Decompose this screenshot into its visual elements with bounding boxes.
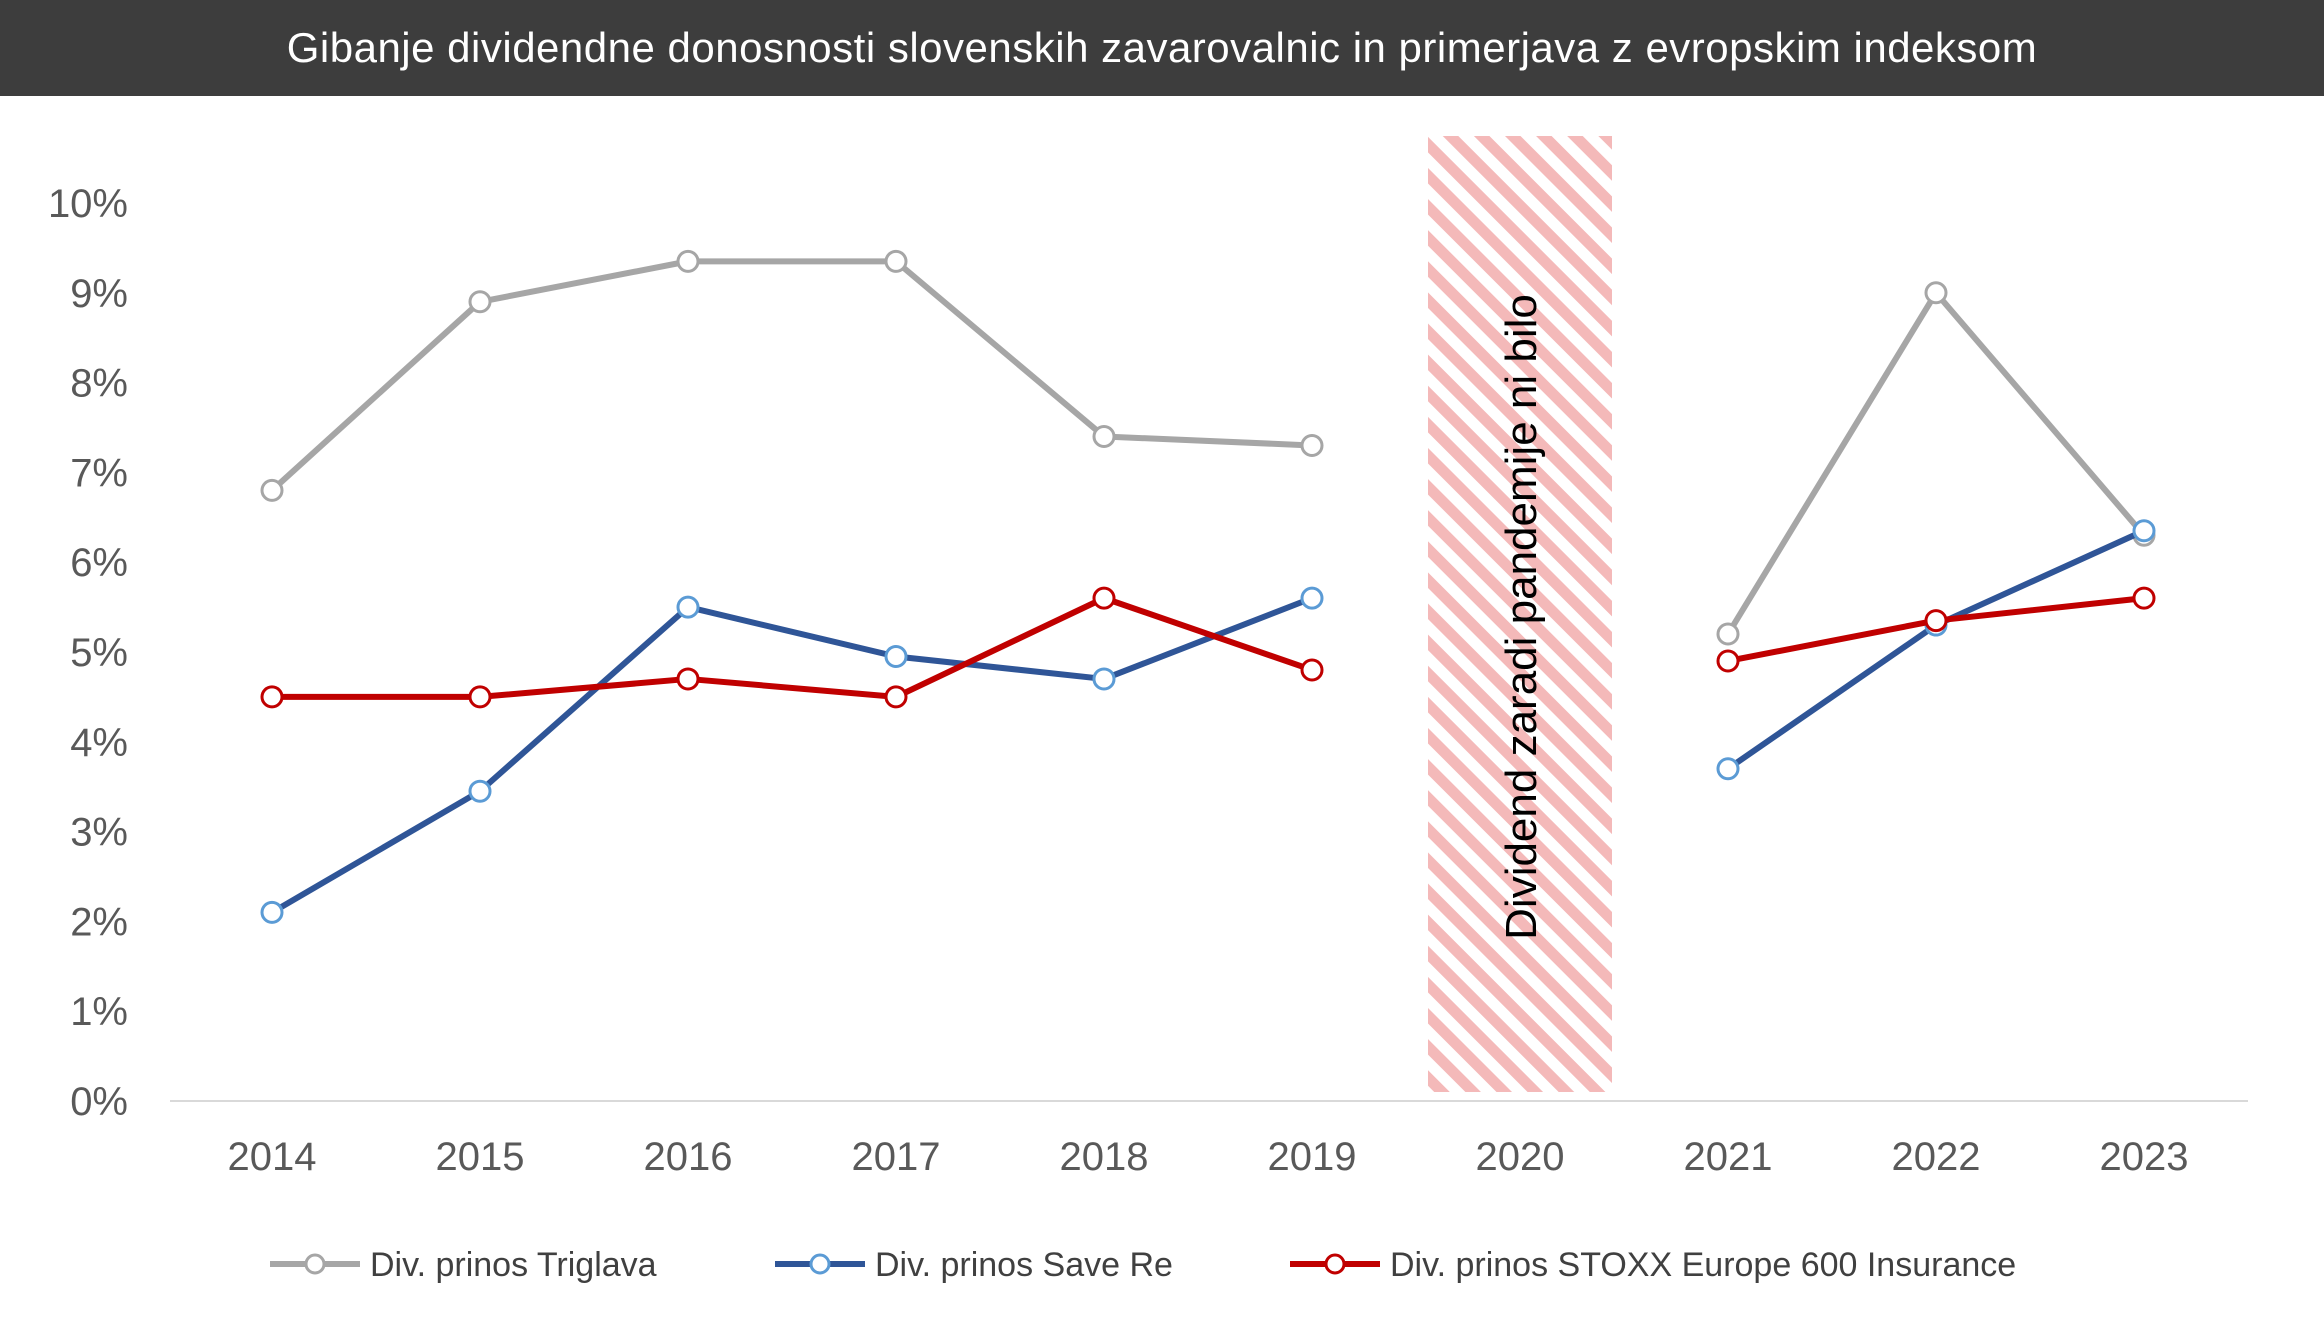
data-point-save-re (1300, 586, 1324, 610)
y-tick-label: 9% (70, 272, 128, 316)
x-tick-label: 2017 (852, 1135, 941, 1179)
y-tick-label: 8% (70, 362, 128, 406)
data-point-triglava (884, 249, 908, 273)
data-point-stoxx (1716, 649, 1740, 673)
series-line-triglava (1725, 289, 2147, 636)
data-point-stoxx (1300, 658, 1324, 682)
data-point-stoxx (260, 685, 284, 709)
data-point-triglava (260, 478, 284, 502)
data-point-stoxx (884, 685, 908, 709)
data-point-triglava (1924, 281, 1948, 305)
data-point-save-re (676, 595, 700, 619)
legend-marker-stoxx (1324, 1253, 1346, 1275)
pandemic-hatch-band (1428, 136, 1612, 1092)
data-point-triglava (1092, 424, 1116, 448)
data-point-save-re (1092, 667, 1116, 691)
x-tick-label: 2019 (1268, 1135, 1357, 1179)
y-tick-label: 3% (70, 811, 128, 855)
chart-title: Gibanje dividendne donosnosti slovenskih… (0, 0, 2324, 96)
series-line-stoxx (272, 595, 1313, 700)
data-point-stoxx (676, 667, 700, 691)
x-tick-label: 2021 (1684, 1135, 1773, 1179)
y-tick-label: 10% (48, 182, 128, 226)
series-line-triglava (269, 258, 1313, 493)
y-tick-label: 1% (70, 990, 128, 1034)
series-line-save-re (270, 595, 1314, 916)
legend-marker-save-re (809, 1253, 831, 1275)
data-point-save-re (2132, 519, 2156, 543)
x-tick-label: 2014 (228, 1135, 317, 1179)
y-tick-label: 4% (70, 721, 128, 765)
y-tick-label: 2% (70, 900, 128, 944)
x-tick-label: 2023 (2100, 1135, 2189, 1179)
data-point-save-re (260, 900, 284, 924)
data-point-stoxx (2132, 586, 2156, 610)
legend-label-stoxx: Div. prinos STOXX Europe 600 Insurance (1390, 1246, 2016, 1284)
x-tick-label: 2018 (1060, 1135, 1149, 1179)
data-point-save-re (468, 779, 492, 803)
data-point-stoxx (1092, 586, 1116, 610)
x-tick-label: 2015 (436, 1135, 525, 1179)
data-point-stoxx (468, 685, 492, 709)
y-tick-label: 0% (70, 1080, 128, 1124)
data-point-save-re (884, 644, 908, 668)
legend-label-save-re: Div. prinos Save Re (875, 1246, 1173, 1284)
data-point-triglava (676, 249, 700, 273)
data-point-triglava (1716, 622, 1740, 646)
y-tick-label: 7% (70, 451, 128, 495)
x-tick-label: 2016 (644, 1135, 733, 1179)
x-tick-label: 2022 (1892, 1135, 1981, 1179)
data-point-triglava (468, 290, 492, 314)
y-tick-label: 5% (70, 631, 128, 675)
pandemic-annotation: Dividend zaradi pandemije ni bilo (1497, 294, 1546, 940)
legend-label-triglava: Div. prinos Triglava (370, 1246, 657, 1284)
legend-marker-triglava (304, 1253, 326, 1275)
y-tick-label: 6% (70, 541, 128, 585)
data-point-save-re (1716, 757, 1740, 781)
data-point-stoxx (1924, 609, 1948, 633)
x-tick-label: 2020 (1476, 1135, 1565, 1179)
data-point-triglava (1300, 433, 1324, 457)
